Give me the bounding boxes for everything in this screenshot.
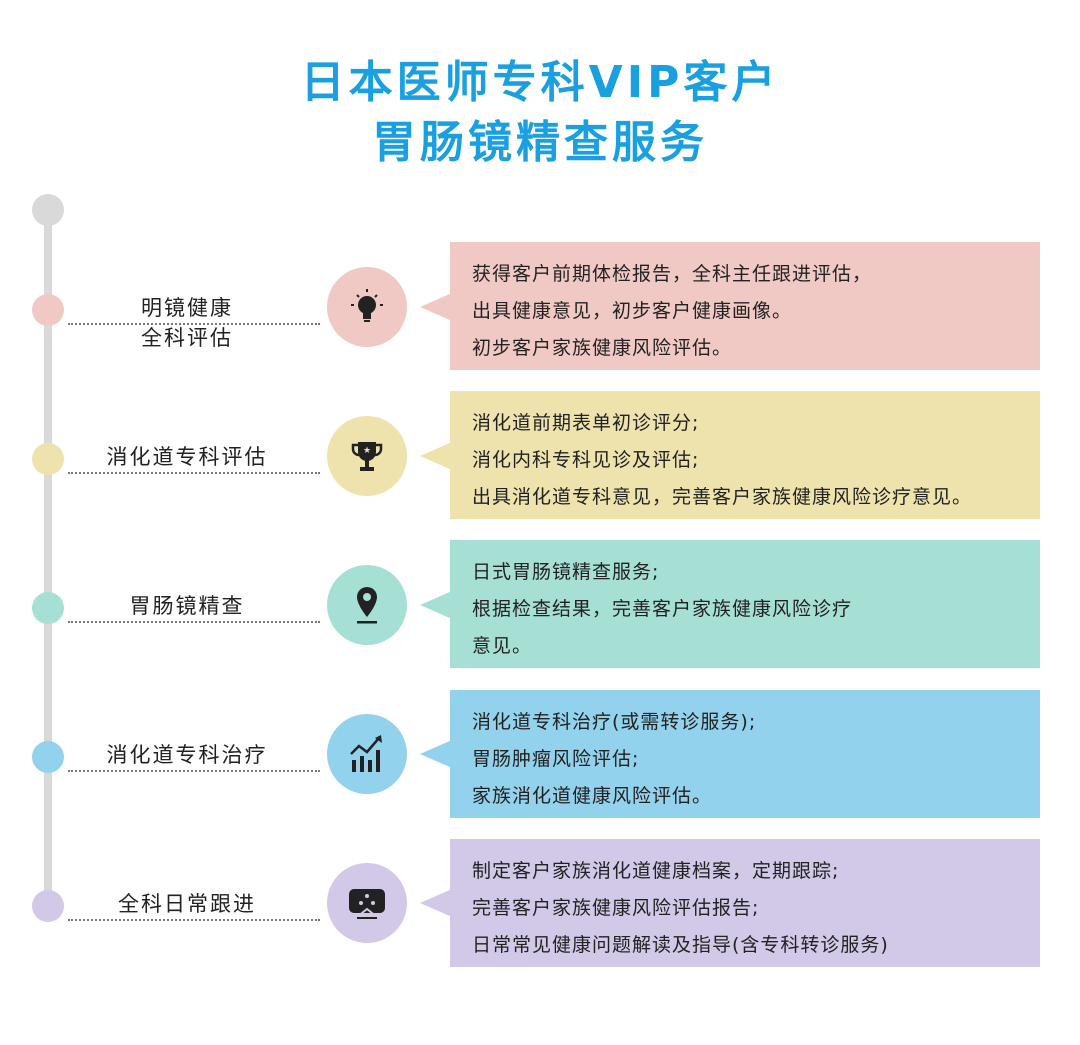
step-label: 明镜健康 全科评估 bbox=[68, 293, 306, 353]
description-line: 日常常见健康问题解读及指导(含专科转诊服务) bbox=[472, 933, 889, 956]
pointer-arrow bbox=[420, 591, 452, 619]
step-label-line: 胃肠镜精查 bbox=[129, 594, 245, 618]
timeline-dot bbox=[32, 443, 64, 475]
step-label: 消化道专科评估 bbox=[68, 442, 306, 472]
timeline-dot bbox=[32, 741, 64, 773]
lightbulb-icon bbox=[327, 267, 407, 347]
step-description: 日式胃肠镜精查服务; 根据检查结果，完善客户家族健康风险诊疗 意见。 bbox=[450, 540, 1040, 669]
step-description: 消化道专科治疗(或需转诊服务); 胃肠肿瘤风险评估; 家族消化道健康风险评估。 bbox=[450, 689, 1040, 818]
step-description: 消化道前期表单初诊评分; 消化内科专科见诊及评估; 出具消化道专科意见，完善客户家族… bbox=[450, 391, 1040, 520]
title-line-1: 日本医师专科VIP客户 bbox=[300, 57, 780, 108]
step-label-line: 明镜健康 bbox=[141, 296, 233, 320]
dotted-connector bbox=[68, 919, 320, 921]
trophy-icon: ★ bbox=[327, 416, 407, 496]
monitor-network-icon bbox=[327, 863, 407, 943]
step-description: 获得客户前期体检报告，全科主任跟进评估， 出具健康意见，初步客户健康画像。 初步客户… bbox=[450, 242, 1040, 370]
timeline-dot bbox=[32, 592, 64, 624]
description-line: 消化道前期表单初诊评分; bbox=[472, 412, 700, 435]
step-label-line: 消化道专科评估 bbox=[106, 445, 268, 469]
step-label-line: 全科日常跟进 bbox=[118, 892, 256, 916]
description-line: 完善客户家族健康风险评估报告; bbox=[472, 896, 760, 919]
pointer-arrow bbox=[420, 442, 452, 470]
description-line: 出具健康意见，初步客户健康画像。 bbox=[472, 300, 793, 322]
description-line: 消化内科专科见诊及评估; bbox=[472, 449, 700, 472]
pointer-arrow bbox=[420, 293, 452, 321]
step-label: 全科日常跟进 bbox=[68, 889, 306, 919]
description-line: 意见。 bbox=[472, 635, 533, 658]
description-line: 胃肠肿瘤风险评估; bbox=[472, 747, 640, 770]
step-label: 消化道专科治疗 bbox=[68, 740, 306, 770]
pointer-arrow bbox=[420, 889, 452, 917]
step-label: 胃肠镜精查 bbox=[68, 591, 306, 621]
timeline-dot bbox=[32, 294, 64, 326]
description-line: 根据检查结果，完善客户家族健康风险诊疗 bbox=[472, 598, 853, 621]
dotted-connector bbox=[68, 323, 320, 325]
svg-text:★: ★ bbox=[363, 446, 371, 456]
description-line: 消化道专科治疗(或需转诊服务); bbox=[472, 710, 757, 733]
step-label-line: 消化道专科治疗 bbox=[106, 743, 268, 767]
timeline-line bbox=[44, 210, 52, 910]
description-line: 初步客户家族健康风险评估。 bbox=[472, 337, 733, 359]
dotted-connector bbox=[68, 472, 320, 474]
timeline-start-dot bbox=[32, 194, 64, 226]
location-pin-icon bbox=[327, 565, 407, 645]
description-line: 获得客户前期体检报告，全科主任跟进评估， bbox=[472, 263, 873, 285]
pointer-arrow bbox=[420, 740, 452, 768]
title-line-2: 胃肠镜精查服务 bbox=[372, 117, 708, 168]
description-line: 日式胃肠镜精查服务; bbox=[472, 561, 660, 584]
description-line: 出具消化道专科意见，完善客户家族健康风险诊疗意见。 bbox=[472, 486, 973, 509]
dotted-connector bbox=[68, 621, 320, 623]
dotted-connector bbox=[68, 770, 320, 772]
chart-growth-icon bbox=[327, 714, 407, 794]
step-description: 制定客户家族消化道健康档案，定期跟踪; 完善客户家族健康风险评估报告; 日常常见健康… bbox=[450, 838, 1040, 967]
timeline-dot bbox=[32, 890, 64, 922]
description-line: 制定客户家族消化道健康档案，定期跟踪; bbox=[472, 859, 840, 882]
description-line: 家族消化道健康风险评估。 bbox=[472, 784, 713, 807]
step-label-line: 全科评估 bbox=[141, 326, 233, 350]
